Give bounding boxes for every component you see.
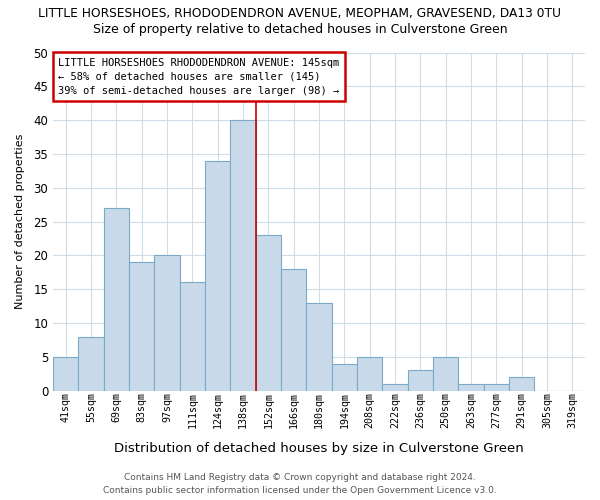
- Text: Contains HM Land Registry data © Crown copyright and database right 2024.
Contai: Contains HM Land Registry data © Crown c…: [103, 473, 497, 495]
- Bar: [53, 357, 79, 390]
- Bar: [154, 256, 180, 390]
- Bar: [307, 303, 332, 390]
- Text: Size of property relative to detached houses in Culverstone Green: Size of property relative to detached ho…: [92, 22, 508, 36]
- Bar: [332, 364, 357, 390]
- X-axis label: Distribution of detached houses by size in Culverstone Green: Distribution of detached houses by size …: [114, 442, 524, 455]
- Bar: [230, 120, 256, 390]
- Bar: [509, 377, 535, 390]
- Bar: [407, 370, 433, 390]
- Bar: [180, 282, 205, 391]
- Bar: [129, 262, 154, 390]
- Y-axis label: Number of detached properties: Number of detached properties: [15, 134, 25, 310]
- Bar: [281, 269, 307, 390]
- Text: LITTLE HORSESHOES RHODODENDRON AVENUE: 145sqm
← 58% of detached houses are small: LITTLE HORSESHOES RHODODENDRON AVENUE: 1…: [58, 58, 340, 96]
- Bar: [256, 235, 281, 390]
- Bar: [357, 357, 382, 390]
- Bar: [205, 160, 230, 390]
- Bar: [79, 336, 104, 390]
- Text: LITTLE HORSESHOES, RHODODENDRON AVENUE, MEOPHAM, GRAVESEND, DA13 0TU: LITTLE HORSESHOES, RHODODENDRON AVENUE, …: [38, 8, 562, 20]
- Bar: [433, 357, 458, 390]
- Bar: [104, 208, 129, 390]
- Bar: [458, 384, 484, 390]
- Bar: [382, 384, 407, 390]
- Bar: [484, 384, 509, 390]
